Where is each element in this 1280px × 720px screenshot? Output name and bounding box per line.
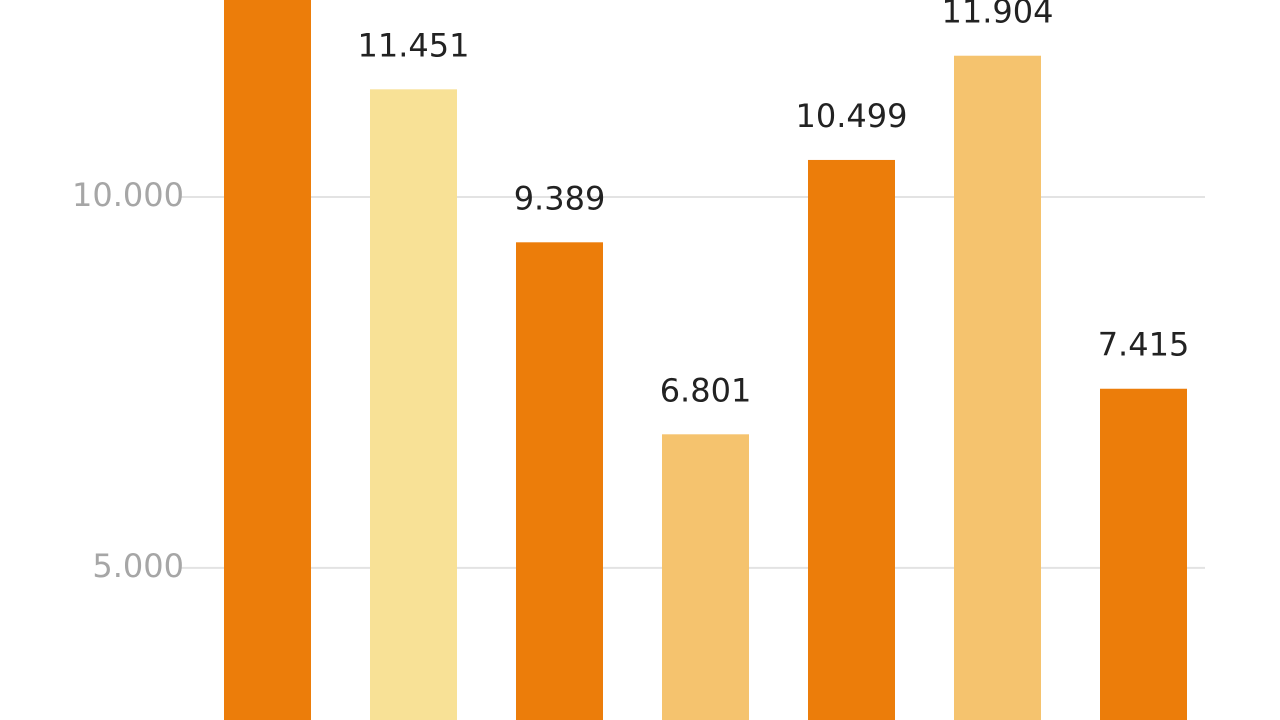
y-tick-label: 10.000 — [72, 176, 184, 214]
bar — [224, 0, 311, 720]
bar — [516, 242, 603, 720]
value-label: 10.499 — [796, 97, 908, 135]
value-label: 7.415 — [1098, 326, 1190, 364]
value-label: 9.389 — [514, 179, 606, 217]
value-label: 6.801 — [660, 371, 752, 409]
bar — [370, 89, 457, 720]
y-tick-label: 5.000 — [92, 547, 184, 585]
value-label: 11.904 — [942, 0, 1054, 31]
bar — [808, 159, 895, 720]
value-label: 11.451 — [358, 26, 470, 64]
bar — [954, 55, 1041, 720]
bar — [662, 434, 749, 720]
bar — [1100, 388, 1187, 720]
